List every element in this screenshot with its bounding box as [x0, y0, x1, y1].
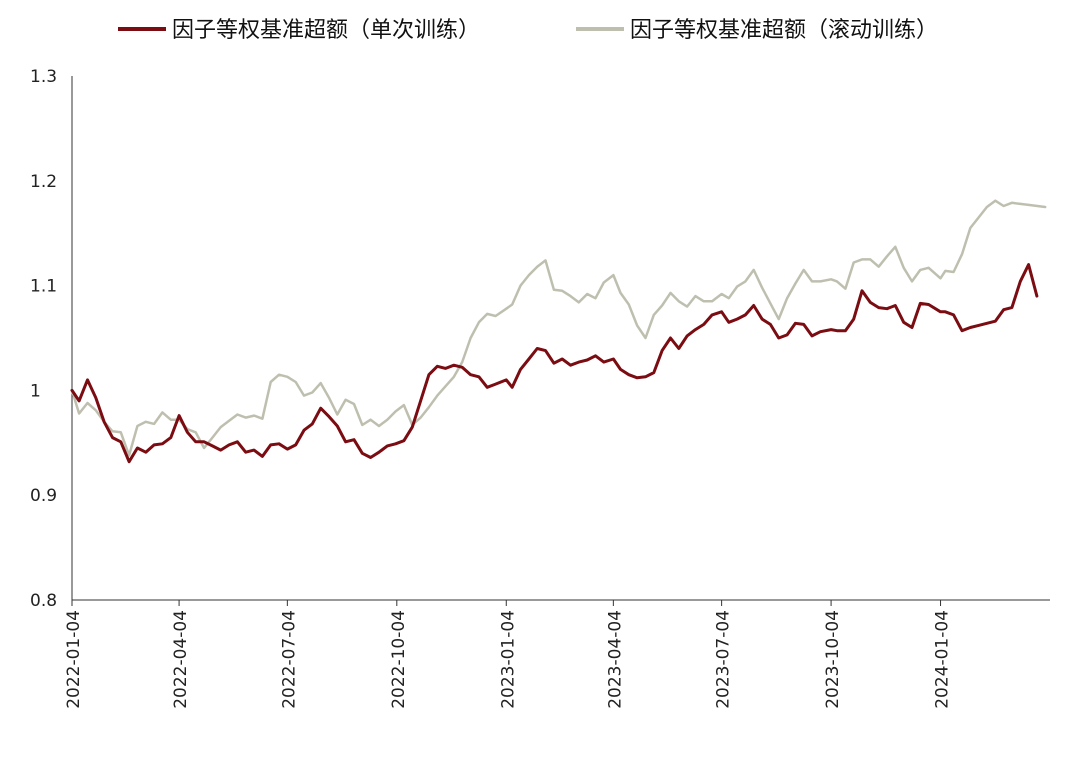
y-tick-label: 1: [30, 381, 41, 401]
x-tick-label: 2023-10-04: [823, 610, 843, 709]
x-tick-label: 2022-07-04: [279, 610, 299, 709]
legend-label: 因子等权基准超额（滚动训练）: [630, 18, 938, 43]
plot-area: [70, 199, 1047, 464]
x-tick-label: 2024-01-04: [933, 610, 953, 709]
series-line: [70, 199, 1047, 457]
x-tick-label: 2023-04-04: [605, 610, 625, 709]
x-tick-label: 2023-07-04: [714, 610, 734, 709]
series-line: [70, 263, 1039, 464]
legend-label: 因子等权基准超额（单次训练）: [172, 18, 480, 43]
y-tick-label: 1.1: [30, 277, 57, 297]
chart-legend: 因子等权基准超额（单次训练） 因子等权基准超额（滚动训练）: [118, 18, 938, 43]
x-tick-label: 2022-04-04: [171, 610, 191, 709]
x-tick-label: 2023-01-04: [498, 610, 518, 709]
x-tick-label: 2022-10-04: [389, 610, 409, 709]
y-tick-label: 0.9: [30, 486, 57, 506]
y-tick-label: 1.2: [30, 172, 57, 192]
y-tick-label: 1.3: [30, 67, 57, 87]
y-tick-label: 0.8: [30, 591, 57, 611]
y-axis: 1.3 1.2 1.1 1 0.9 0.8: [30, 67, 73, 611]
x-tick-label: 2022-01-04: [64, 610, 84, 709]
x-axis: 2022-01-04 2022-04-04 2022-07-04 2022-10-04…: [64, 599, 1050, 709]
